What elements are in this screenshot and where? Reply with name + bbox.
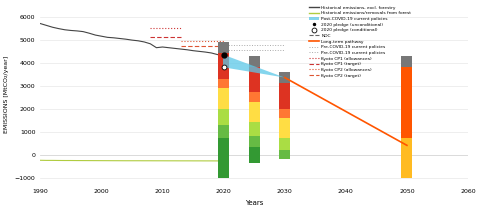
Polygon shape [223,55,285,77]
Bar [279,118,290,138]
Bar [401,56,412,67]
Legend: Historical emissions, excl. forestry, Historical emissions/removals from forest,: Historical emissions, excl. forestry, Hi… [308,4,413,79]
Bar [249,102,260,122]
Bar [279,83,290,109]
Bar [249,122,260,136]
Bar [249,136,260,147]
Bar [218,125,229,138]
Bar [279,138,290,150]
Bar [249,56,260,67]
Bar [218,155,229,177]
Y-axis label: EMISSIONS [MtCO₂/year]: EMISSIONS [MtCO₂/year] [4,56,9,133]
Bar [218,79,229,88]
Bar [401,67,412,138]
Bar [218,53,229,79]
Bar [218,138,229,155]
Bar [401,138,412,155]
Bar [218,88,229,109]
Bar [279,150,290,155]
Bar [279,155,290,159]
Bar [249,155,260,163]
Bar [279,109,290,118]
Bar [249,67,260,92]
X-axis label: Years: Years [245,200,264,206]
Bar [218,42,229,53]
Bar [249,92,260,102]
Bar [279,72,290,83]
Bar [249,147,260,155]
Bar [401,155,412,177]
Bar [218,109,229,125]
